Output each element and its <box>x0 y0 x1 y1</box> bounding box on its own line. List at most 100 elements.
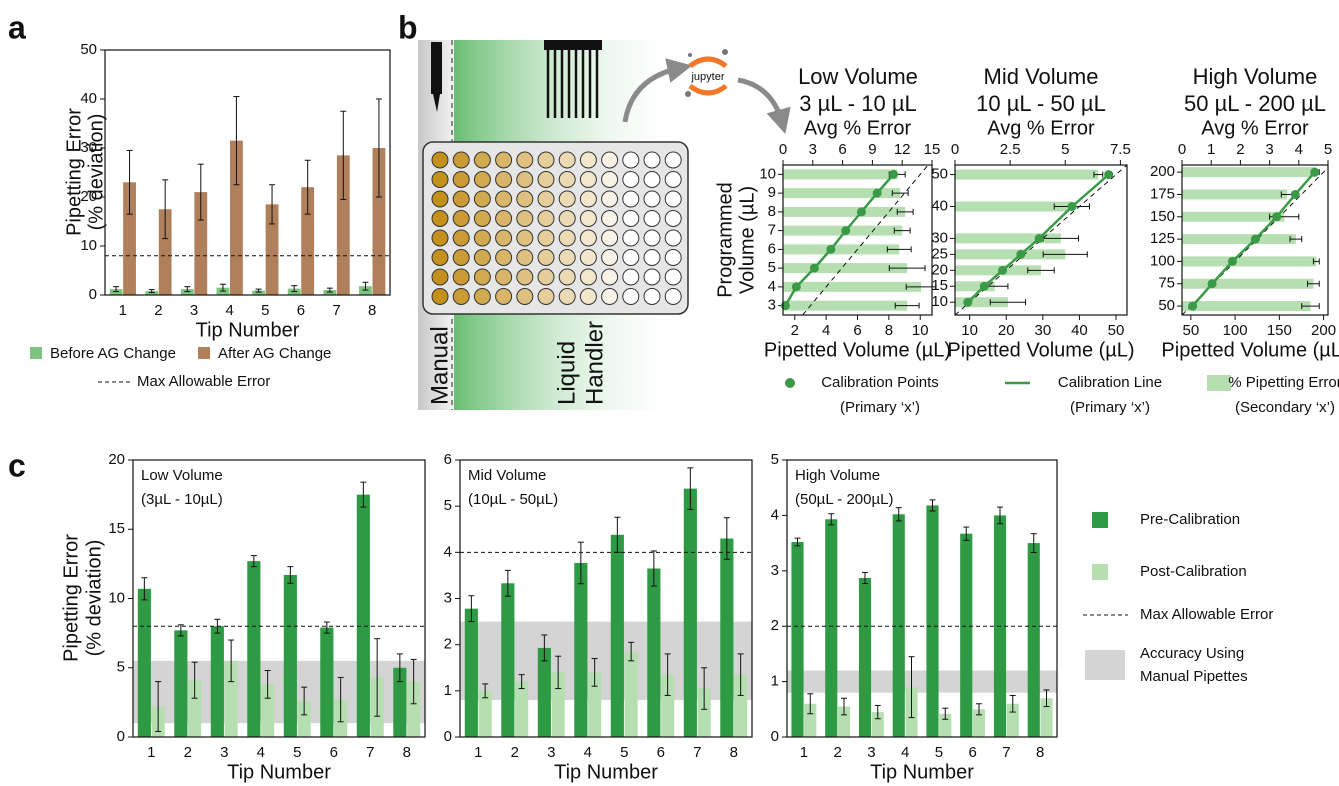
logo-dot <box>685 91 691 97</box>
well <box>558 171 576 188</box>
bar <box>697 688 711 737</box>
well <box>537 151 555 169</box>
error-bar <box>955 249 1066 260</box>
error-bar <box>783 244 900 255</box>
y-tick-label: 1 <box>771 673 779 690</box>
error-whisker <box>1093 171 1104 178</box>
error-bar <box>794 537 801 547</box>
x-tick-label: 4 <box>584 744 592 761</box>
y-tick-label: 20 <box>80 188 97 205</box>
y-tick-label: 5 <box>771 451 779 468</box>
x-tick-label: 10 <box>912 322 929 339</box>
bar <box>372 148 386 295</box>
y-tick-label: 30 <box>80 139 97 156</box>
bar <box>926 505 939 737</box>
y-tick-label: 200 <box>1150 163 1175 180</box>
x-tick-label: 6 <box>297 302 305 319</box>
legend-label: (Primary ‘x’) <box>840 399 920 416</box>
y-tick-label: 10 <box>108 589 125 606</box>
bar <box>551 672 565 737</box>
logo-text: jupyter <box>690 71 724 83</box>
error-bar <box>955 233 1061 244</box>
well <box>601 190 619 208</box>
error-bar <box>264 670 271 699</box>
error-bar <box>955 169 1099 180</box>
well <box>622 171 640 188</box>
error-bar <box>996 506 1003 525</box>
error-bar <box>410 658 417 705</box>
calibration-point <box>1067 201 1077 211</box>
bar <box>336 155 350 295</box>
well <box>516 229 534 247</box>
bar <box>515 681 529 737</box>
bar <box>194 192 208 295</box>
bar <box>407 681 421 737</box>
bar <box>230 140 243 295</box>
x2-tick-label: 3 <box>809 141 817 158</box>
plot-frame <box>786 459 1058 738</box>
plot-frame <box>104 49 391 296</box>
bar <box>661 674 675 737</box>
well <box>601 151 619 169</box>
x-tick-label: 2 <box>791 322 799 339</box>
error-bar <box>783 281 922 292</box>
y-tick-label: 150 <box>1150 208 1175 225</box>
chart-title: 3 µL - 10 µL <box>799 91 917 116</box>
error-whisker <box>894 302 920 309</box>
error-whisker <box>893 227 911 234</box>
error-bar <box>323 621 330 634</box>
legend-swatch <box>1092 564 1108 580</box>
bar <box>265 204 279 295</box>
x-tick-label: 5 <box>293 744 301 761</box>
error-bar <box>482 683 489 699</box>
error-bar <box>269 184 276 225</box>
x-tick-label: 2 <box>184 744 192 761</box>
x-axis-label: Tip Number <box>870 761 974 783</box>
error-bar <box>942 707 949 720</box>
logo-dot <box>688 53 692 57</box>
calibration-point <box>841 226 851 236</box>
well <box>643 171 661 188</box>
y-tick-label: 20 <box>931 261 948 278</box>
y-tick-label: 3 <box>768 297 776 314</box>
well <box>643 229 661 247</box>
well <box>664 190 682 208</box>
y-tick-label: 30 <box>931 229 948 246</box>
error-bar <box>591 658 598 687</box>
legend-label: Accuracy Using <box>1140 645 1244 662</box>
well <box>495 249 513 266</box>
well <box>431 171 449 188</box>
manual-pipette <box>431 42 442 94</box>
bar <box>261 684 275 737</box>
error-bar <box>340 110 347 200</box>
well <box>643 268 661 286</box>
y-tick-label: 40 <box>80 90 97 107</box>
bar <box>393 667 407 737</box>
well <box>601 288 619 305</box>
well <box>601 268 619 286</box>
error-bar <box>1182 167 1317 178</box>
x2-tick-label: 7.5 <box>1110 141 1131 158</box>
error-bar <box>1043 689 1050 708</box>
multichannel-head <box>544 40 602 50</box>
error-bar <box>555 655 562 690</box>
well <box>664 288 682 305</box>
well <box>473 171 491 188</box>
plot-frame <box>954 164 1128 316</box>
x-axis-label: Tip Number <box>196 319 300 341</box>
y-tick-label: 10 <box>80 237 97 254</box>
calibration-point <box>791 282 801 292</box>
well <box>622 151 640 169</box>
error-whisker <box>1289 236 1303 243</box>
error-bar <box>287 566 294 584</box>
calibration-point <box>979 281 989 291</box>
well <box>473 249 491 266</box>
x-axis-label: Pipetted Volume (µL) <box>764 339 951 361</box>
error-bar <box>1182 278 1314 289</box>
error-bar <box>228 639 235 683</box>
x-tick-label: 5 <box>261 302 269 319</box>
well <box>537 268 555 286</box>
x-tick-label: 100 <box>1223 322 1248 339</box>
x-tick-label: 200 <box>1311 322 1336 339</box>
bar <box>537 647 551 737</box>
